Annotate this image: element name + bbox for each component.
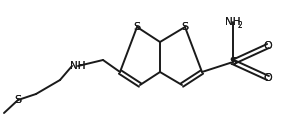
Text: S: S	[14, 95, 22, 105]
Text: NH: NH	[225, 17, 241, 27]
Text: O: O	[264, 73, 272, 83]
Circle shape	[262, 72, 274, 84]
Text: NH: NH	[70, 61, 86, 71]
Circle shape	[179, 21, 191, 33]
Text: S: S	[181, 22, 189, 32]
Circle shape	[12, 94, 24, 106]
Circle shape	[69, 57, 87, 75]
Text: S: S	[230, 57, 237, 67]
Text: S: S	[133, 22, 140, 32]
Circle shape	[227, 56, 239, 68]
Text: S: S	[14, 95, 22, 105]
Text: S: S	[181, 22, 189, 32]
Circle shape	[131, 21, 143, 33]
Text: O: O	[264, 73, 272, 83]
Text: 2: 2	[238, 20, 242, 29]
Circle shape	[224, 13, 242, 31]
Text: NH: NH	[225, 17, 241, 27]
Text: O: O	[264, 41, 272, 51]
Text: S: S	[230, 57, 237, 67]
Text: NH: NH	[70, 61, 86, 71]
Text: O: O	[264, 41, 272, 51]
Text: 2: 2	[238, 20, 242, 29]
Circle shape	[262, 40, 274, 52]
Text: S: S	[133, 22, 140, 32]
